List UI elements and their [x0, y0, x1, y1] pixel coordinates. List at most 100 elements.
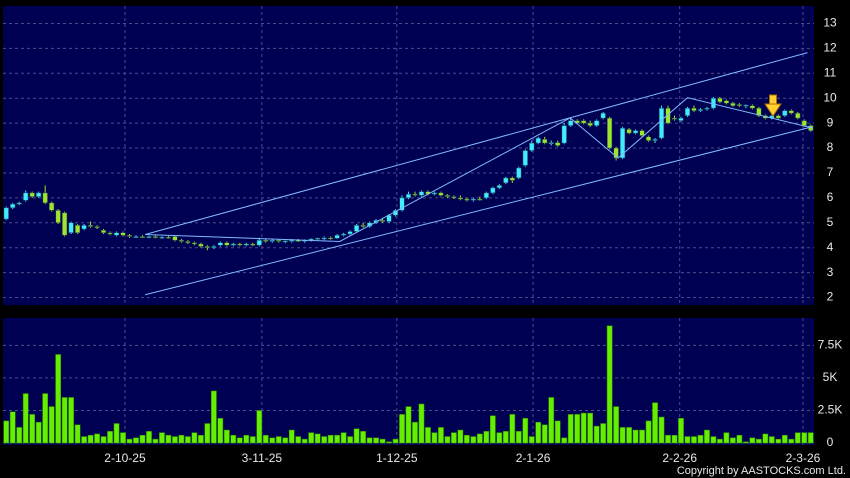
y-tick-label: 7.5K: [818, 338, 843, 352]
volume-bar: [236, 437, 243, 444]
volume-bar: [502, 431, 509, 444]
volume-bar: [801, 432, 808, 444]
volume-bar: [723, 432, 730, 444]
volume-bar: [619, 427, 626, 444]
volume-bar: [736, 434, 743, 444]
candle-body: [282, 240, 288, 243]
candle-body: [795, 112, 801, 119]
volume-bar: [704, 429, 710, 444]
volume-bar: [16, 427, 23, 444]
volume-bar: [29, 414, 36, 444]
y-tick-label: 6: [827, 190, 834, 204]
volume-bar: [489, 415, 496, 444]
candle-body: [321, 237, 327, 240]
candle-body: [691, 107, 697, 111]
volume-bar: [42, 393, 49, 444]
candle-body: [457, 197, 463, 200]
volume-bar: [691, 436, 697, 444]
candle-body: [172, 236, 178, 241]
volume-bar: [327, 434, 334, 444]
volume-bar: [3, 420, 10, 444]
candle-body: [522, 150, 528, 166]
candle-body: [94, 226, 100, 229]
volume-bar: [483, 431, 490, 444]
candle-body: [250, 243, 256, 246]
candle-body: [178, 239, 185, 242]
volume-bar: [295, 436, 302, 444]
candle-body: [730, 102, 736, 106]
volume-bar: [211, 390, 217, 444]
candle-body: [470, 198, 476, 201]
candle-body: [418, 191, 425, 196]
y-tick-label: 2.5K: [818, 403, 843, 417]
volume-bar: [743, 441, 749, 444]
candle-body: [289, 239, 295, 242]
candle-body: [405, 193, 412, 199]
candle-body: [68, 222, 74, 233]
volume-bar: [567, 414, 574, 444]
volume-bar: [340, 432, 347, 444]
volume-bar: [159, 432, 165, 444]
candle-body: [684, 107, 691, 116]
volume-bar: [749, 437, 756, 444]
candle-body: [36, 192, 42, 197]
candle-body: [704, 107, 710, 110]
volume-bar: [451, 432, 457, 444]
candle-body: [671, 117, 678, 120]
x-tick-label: 2-2-26: [662, 451, 697, 465]
volume-bar: [113, 423, 120, 444]
volume-bar: [762, 433, 769, 444]
candle-body: [639, 130, 645, 136]
volume-bar: [22, 393, 29, 444]
candle-body: [723, 100, 729, 104]
candle-body: [555, 142, 561, 146]
candle-body: [120, 232, 126, 236]
volume-bar: [574, 414, 581, 444]
volume-bar: [347, 436, 353, 444]
candle-body: [717, 97, 723, 103]
candle-body: [645, 136, 652, 141]
candle-body: [354, 225, 360, 232]
candle-body: [743, 104, 749, 107]
volume-bar: [600, 423, 606, 444]
copyright: Copyright by AASTOCKS.com Ltd.: [677, 465, 846, 477]
volume-bar: [665, 434, 671, 444]
volume-bar: [405, 406, 412, 444]
x-tick-label: 2-10-25: [104, 451, 146, 465]
volume-bar: [541, 424, 548, 444]
candle-body: [782, 110, 788, 116]
candle-body: [328, 237, 334, 240]
candle-body: [568, 120, 574, 126]
x-tick-label: 1-12-25: [376, 451, 418, 465]
candle-body: [749, 105, 755, 109]
volume-bar: [431, 432, 438, 444]
plot-layer: 2 3 4 5 6 7 8 9 10 11 12 13 0 2.5K 5K 7.5K 2-10-25 3-11-2…: [3, 6, 842, 465]
candle-body: [55, 210, 61, 224]
volume-bar: [61, 397, 68, 444]
candle-body: [185, 241, 191, 243]
volume-bar: [807, 432, 814, 444]
volume-bar: [464, 434, 470, 444]
volume-bar: [262, 434, 269, 444]
candle-body: [594, 120, 600, 126]
volume-bar: [74, 424, 81, 444]
price-panel: [3, 6, 814, 305]
candle-body: [600, 112, 606, 119]
candle-body: [587, 122, 593, 126]
arrow-head: [764, 103, 782, 117]
x-tick-label: 2-1-26: [516, 451, 551, 465]
candle-body: [626, 129, 632, 134]
volume-bar: [178, 434, 185, 444]
volume-bar: [87, 434, 94, 444]
volume-bar: [756, 438, 762, 444]
candle-body: [16, 202, 22, 205]
candle-body: [256, 239, 262, 246]
volume-bar: [392, 438, 399, 444]
y-tick-label: 12: [823, 41, 837, 55]
volume-bar: [165, 434, 172, 444]
volume-bar: [55, 354, 61, 444]
candle-body: [3, 207, 9, 220]
volume-bar: [133, 437, 139, 444]
candle-body: [81, 225, 87, 230]
